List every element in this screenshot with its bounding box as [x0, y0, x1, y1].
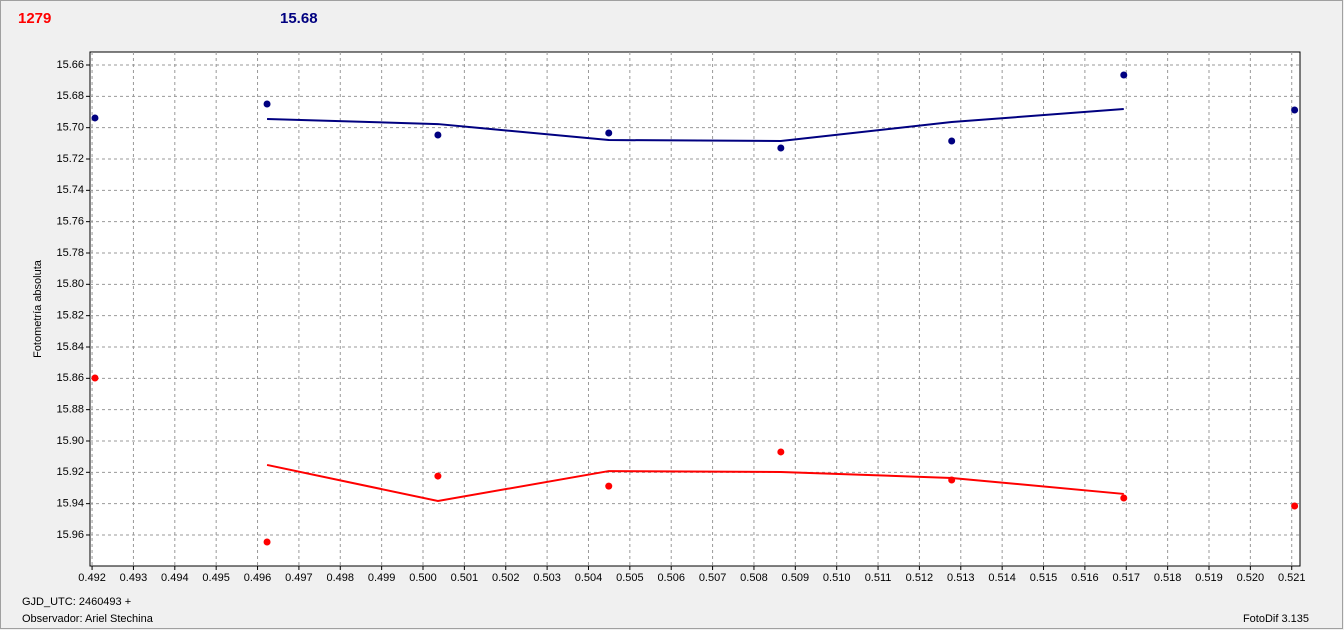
header-right: 15.68 — [280, 10, 318, 27]
y-tick-label: 15.88 — [56, 404, 84, 416]
x-tick-label: 0.492 — [78, 572, 106, 584]
x-tick-label: 0.499 — [368, 572, 396, 584]
x-tick-label: 0.519 — [1195, 572, 1223, 584]
x-tick-label: 0.509 — [782, 572, 810, 584]
x-tick-label: 0.500 — [409, 572, 437, 584]
data-point — [91, 374, 99, 382]
y-tick-label: 15.90 — [56, 435, 84, 447]
x-tick-label: 0.511 — [865, 572, 892, 584]
x-tick-label: 0.498 — [327, 572, 355, 584]
y-tick-label: 15.76 — [56, 216, 84, 228]
x-tick-label: 0.496 — [244, 572, 272, 584]
x-tick-label: 0.516 — [1071, 572, 1099, 584]
x-tick-label: 0.520 — [1237, 572, 1265, 584]
data-point — [1291, 106, 1299, 114]
y-tick-label: 15.82 — [56, 310, 84, 322]
fit-line — [267, 108, 1124, 142]
x-tick-label: 0.497 — [285, 572, 313, 584]
data-point — [777, 448, 785, 456]
data-point — [948, 137, 956, 145]
y-axis-label: Fotometría absoluta — [32, 259, 44, 358]
x-tick-label: 0.513 — [947, 572, 975, 584]
data-point — [263, 100, 271, 108]
data-point — [434, 472, 442, 480]
y-tick-label: 15.92 — [56, 466, 84, 478]
plot: 15.66 15.68 15.70 15.72 15.74 15.76 15.78 15.80… — [56, 52, 1305, 584]
x-tick-label: 0.504 — [575, 572, 603, 584]
header-left: 1279 — [18, 10, 51, 27]
y-tick-label: 15.70 — [56, 122, 84, 134]
y-tick-label: 15.72 — [56, 153, 84, 165]
footer-observer: Observador: Ariel Stechina — [22, 613, 154, 625]
data-point — [605, 129, 613, 137]
x-tick-label: 0.493 — [120, 572, 148, 584]
data-point — [605, 482, 613, 490]
x-tick-label: 0.514 — [988, 572, 1016, 584]
x-tick-label: 0.502 — [492, 572, 520, 584]
y-tick-label: 15.96 — [56, 529, 84, 541]
x-tick-label: 0.517 — [1112, 572, 1140, 584]
y-tick-label: 15.66 — [56, 59, 84, 71]
x-tick-label: 0.515 — [1030, 572, 1058, 584]
x-tick-label: 0.505 — [616, 572, 644, 584]
y-tick-label: 15.74 — [56, 184, 84, 196]
y-tick-label: 15.68 — [56, 90, 84, 102]
data-point — [263, 538, 271, 546]
footer-origin: GJD_UTC: 2460493 + — [22, 596, 131, 608]
data-point — [777, 144, 785, 152]
data-point — [91, 114, 99, 122]
x-tick-label: 0.512 — [906, 572, 934, 584]
x-tick-label: 0.518 — [1154, 572, 1182, 584]
data-point — [434, 131, 442, 139]
y-tick-label: 15.86 — [56, 372, 84, 384]
x-tick-label: 0.506 — [657, 572, 685, 584]
x-tick-label: 0.494 — [161, 572, 189, 584]
footer-software: FotoDif 3.135 — [1243, 613, 1309, 625]
x-tick-label: 0.503 — [533, 572, 561, 584]
x-tick-label: 0.495 — [202, 572, 230, 584]
data-point — [1291, 502, 1299, 510]
x-tick-label: 0.521 — [1278, 572, 1306, 584]
y-tick-label: 15.84 — [56, 341, 84, 353]
x-tick-label: 0.510 — [823, 572, 851, 584]
y-tick-label: 15.78 — [56, 247, 84, 259]
plot-area — [89, 51, 1301, 567]
data-point — [1120, 494, 1128, 502]
y-tick-label: 15.94 — [56, 498, 84, 510]
fit-line — [266, 463, 1124, 503]
x-tick-label: 0.507 — [699, 572, 727, 584]
data-point — [1120, 71, 1128, 79]
x-tick-label: 0.508 — [740, 572, 768, 584]
x-tick-label: 0.501 — [451, 572, 479, 584]
y-tick-label: 15.80 — [56, 278, 84, 290]
